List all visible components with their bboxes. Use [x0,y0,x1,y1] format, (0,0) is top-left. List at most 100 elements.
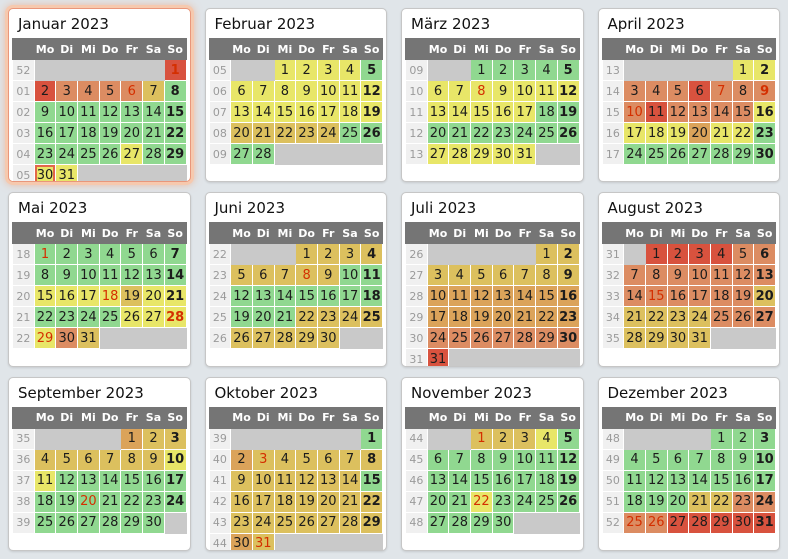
day-cell-februar-2023-19[interactable]: 19 [360,101,383,123]
day-cell-februar-2023-25[interactable]: 25 [338,122,362,144]
day-cell-april-2023-13[interactable]: 13 [688,101,711,123]
day-cell-marz-2023-22[interactable]: 22 [470,122,493,144]
day-cell-januar-2023-18[interactable]: 18 [77,122,100,144]
day-cell-februar-2023-7[interactable]: 7 [251,80,275,102]
day-cell-januar-2023-22[interactable]: 22 [163,122,187,144]
day-cell-juni-2023-12[interactable]: 12 [230,285,253,308]
day-cell-august-2023-27[interactable]: 27 [753,306,776,329]
day-cell-juli-2023-5[interactable]: 5 [470,264,493,287]
day-cell-oktober-2023-1[interactable]: 1 [360,427,383,450]
day-cell-dezember-2023-5[interactable]: 5 [644,448,668,471]
day-cell-november-2023-30[interactable]: 30 [491,511,515,534]
day-cell-oktober-2023-4[interactable]: 4 [273,448,297,471]
day-cell-januar-2023-15[interactable]: 15 [163,101,187,123]
day-cell-marz-2023-27[interactable]: 27 [426,143,450,165]
day-cell-marz-2023-9[interactable]: 9 [491,80,515,102]
day-cell-januar-2023-5[interactable]: 5 [98,80,122,102]
day-cell-februar-2023-2[interactable]: 2 [295,59,318,81]
day-cell-april-2023-8[interactable]: 8 [731,80,755,102]
day-cell-marz-2023-10[interactable]: 10 [513,80,537,102]
day-cell-november-2023-6[interactable]: 6 [426,448,450,471]
day-cell-marz-2023-14[interactable]: 14 [448,101,472,123]
day-cell-juni-2023-17[interactable]: 17 [338,285,362,308]
day-cell-juli-2023-25[interactable]: 25 [448,327,472,350]
day-cell-januar-2023-6[interactable]: 6 [120,80,144,102]
day-cell-april-2023-18[interactable]: 18 [644,122,668,144]
day-cell-juli-2023-22[interactable]: 22 [535,306,558,329]
day-cell-februar-2023-5[interactable]: 5 [360,59,383,81]
day-cell-mai-2023-5[interactable]: 5 [120,243,144,266]
day-cell-januar-2023-2[interactable]: 2 [33,80,57,102]
day-cell-september-2023-20[interactable]: 20 [77,490,100,513]
day-cell-marz-2023-28[interactable]: 28 [448,143,472,165]
day-cell-mai-2023-19[interactable]: 19 [120,285,144,308]
day-cell-mai-2023-6[interactable]: 6 [142,243,165,266]
day-cell-mai-2023-16[interactable]: 16 [55,285,79,308]
day-cell-august-2023-30[interactable]: 30 [666,327,690,350]
day-cell-dezember-2023-12[interactable]: 12 [644,469,668,492]
day-cell-marz-2023-16[interactable]: 16 [491,101,515,123]
day-cell-august-2023-29[interactable]: 29 [644,327,668,350]
day-cell-februar-2023-10[interactable]: 10 [316,80,340,102]
day-cell-mai-2023-21[interactable]: 21 [163,285,187,308]
day-cell-september-2023-28[interactable]: 28 [98,511,122,534]
day-cell-marz-2023-20[interactable]: 20 [426,122,450,144]
day-cell-november-2023-9[interactable]: 9 [491,448,515,471]
day-cell-august-2023-26[interactable]: 26 [731,306,755,329]
day-cell-august-2023-19[interactable]: 19 [731,285,755,308]
day-cell-dezember-2023-10[interactable]: 10 [753,448,776,471]
day-cell-august-2023-12[interactable]: 12 [731,264,755,287]
day-cell-oktober-2023-8[interactable]: 8 [360,448,383,471]
day-cell-september-2023-8[interactable]: 8 [120,448,144,471]
day-cell-januar-2023-29[interactable]: 29 [163,143,187,165]
day-cell-januar-2023-10[interactable]: 10 [55,101,79,123]
day-cell-mai-2023-11[interactable]: 11 [98,264,122,287]
day-cell-oktober-2023-20[interactable]: 20 [316,490,340,513]
day-cell-november-2023-1[interactable]: 1 [470,427,493,450]
day-cell-november-2023-16[interactable]: 16 [491,469,515,492]
day-cell-januar-2023-28[interactable]: 28 [142,143,165,165]
day-cell-marz-2023-2[interactable]: 2 [491,59,515,81]
day-cell-september-2023-2[interactable]: 2 [142,427,165,450]
day-cell-august-2023-17[interactable]: 17 [688,285,711,308]
day-cell-juli-2023-3[interactable]: 3 [426,264,450,287]
day-cell-marz-2023-5[interactable]: 5 [556,59,580,81]
day-cell-juli-2023-1[interactable]: 1 [535,243,558,266]
day-cell-juni-2023-30[interactable]: 30 [316,327,340,350]
day-cell-februar-2023-23[interactable]: 23 [295,122,318,144]
day-cell-mai-2023-29[interactable]: 29 [33,327,57,350]
day-cell-august-2023-7[interactable]: 7 [623,264,646,287]
day-cell-august-2023-10[interactable]: 10 [688,264,711,287]
day-cell-november-2023-28[interactable]: 28 [448,511,472,534]
day-cell-juli-2023-18[interactable]: 18 [448,306,472,329]
day-cell-dezember-2023-26[interactable]: 26 [644,511,668,534]
day-cell-marz-2023-8[interactable]: 8 [470,80,493,102]
day-cell-marz-2023-29[interactable]: 29 [470,143,493,165]
day-cell-juni-2023-4[interactable]: 4 [360,243,383,266]
day-cell-juli-2023-30[interactable]: 30 [556,327,580,350]
day-cell-oktober-2023-19[interactable]: 19 [295,490,318,513]
day-cell-marz-2023-31[interactable]: 31 [513,143,537,165]
day-cell-april-2023-30[interactable]: 30 [753,143,776,165]
day-cell-november-2023-8[interactable]: 8 [470,448,493,471]
day-cell-juli-2023-21[interactable]: 21 [513,306,537,329]
day-cell-oktober-2023-23[interactable]: 23 [230,511,253,534]
day-cell-april-2023-9[interactable]: 9 [753,80,776,102]
day-cell-juni-2023-13[interactable]: 13 [251,285,275,308]
day-cell-mai-2023-4[interactable]: 4 [98,243,122,266]
day-cell-november-2023-13[interactable]: 13 [426,469,450,492]
day-cell-mai-2023-15[interactable]: 15 [33,285,57,308]
day-cell-februar-2023-21[interactable]: 21 [251,122,275,144]
day-cell-juli-2023-10[interactable]: 10 [426,285,450,308]
day-cell-februar-2023-6[interactable]: 6 [230,80,253,102]
day-cell-november-2023-18[interactable]: 18 [535,469,558,492]
day-cell-dezember-2023-31[interactable]: 31 [753,511,776,534]
day-cell-april-2023-27[interactable]: 27 [688,143,711,165]
day-cell-april-2023-28[interactable]: 28 [709,143,733,165]
day-cell-oktober-2023-3[interactable]: 3 [251,448,275,471]
day-cell-april-2023-17[interactable]: 17 [623,122,646,144]
day-cell-mai-2023-27[interactable]: 27 [142,306,165,329]
day-cell-juni-2023-22[interactable]: 22 [295,306,318,329]
day-cell-oktober-2023-5[interactable]: 5 [295,448,318,471]
day-cell-januar-2023-23[interactable]: 23 [33,143,57,165]
